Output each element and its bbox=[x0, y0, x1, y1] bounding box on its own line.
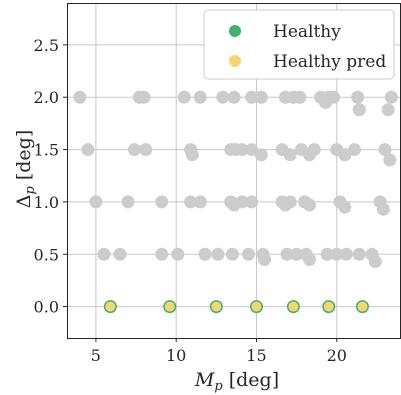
axis-ticks: 5 10 15 20 0.0 0.5 1.0 1.5 2.0 2.5 bbox=[34, 36, 347, 365]
background-point bbox=[155, 195, 169, 209]
background-point bbox=[211, 247, 225, 261]
background-point bbox=[171, 247, 185, 261]
y-tick-label: 0.0 bbox=[34, 298, 59, 317]
background-point bbox=[384, 90, 398, 104]
background-point bbox=[185, 148, 199, 162]
healthy-pred-point bbox=[323, 301, 334, 312]
background-point bbox=[347, 143, 361, 157]
background-point bbox=[245, 143, 259, 157]
background-point bbox=[339, 247, 353, 261]
data-points bbox=[73, 90, 398, 314]
background-point bbox=[198, 247, 212, 261]
background-point bbox=[184, 195, 198, 209]
background-point bbox=[352, 103, 366, 117]
background-point bbox=[338, 148, 352, 162]
background-point bbox=[381, 103, 395, 117]
background-point bbox=[113, 247, 127, 261]
background-point bbox=[290, 247, 304, 261]
background-point bbox=[193, 195, 207, 209]
background-point bbox=[302, 252, 316, 266]
y-axis-label: Δp [deg] bbox=[13, 130, 38, 209]
y-tick-label: 2.5 bbox=[34, 36, 59, 55]
background-point bbox=[245, 90, 259, 104]
y-tick-label: 0.5 bbox=[34, 245, 59, 264]
x-tick-label: 20 bbox=[327, 346, 347, 365]
legend-marker-healthy bbox=[229, 25, 241, 37]
background-point bbox=[352, 247, 366, 261]
healthy-pred-point bbox=[105, 301, 116, 312]
background-point bbox=[319, 95, 333, 109]
background-point bbox=[121, 195, 135, 209]
healthy-pred-point bbox=[288, 301, 299, 312]
background-point bbox=[97, 247, 111, 261]
background-point bbox=[139, 143, 153, 157]
y-tick-label: 2.0 bbox=[34, 88, 59, 107]
background-point bbox=[376, 202, 390, 216]
background-point bbox=[293, 90, 307, 104]
background-point bbox=[307, 143, 321, 157]
background-point bbox=[127, 143, 141, 157]
background-point bbox=[283, 195, 297, 209]
background-point bbox=[245, 195, 259, 209]
healthy-pred-point bbox=[251, 301, 262, 312]
background-point bbox=[177, 90, 191, 104]
background-point bbox=[73, 90, 87, 104]
background-point bbox=[338, 200, 352, 214]
background-point bbox=[254, 148, 268, 162]
background-point bbox=[258, 252, 272, 266]
legend-marker-healthy-pred bbox=[229, 55, 241, 67]
background-point bbox=[193, 90, 207, 104]
background-point bbox=[330, 247, 344, 261]
background-point bbox=[89, 195, 103, 209]
healthy-pred-point bbox=[164, 301, 175, 312]
background-point bbox=[235, 195, 249, 209]
background-point bbox=[225, 247, 239, 261]
healthy-pred-point bbox=[357, 301, 368, 312]
background-point bbox=[235, 143, 249, 157]
background-point bbox=[368, 255, 382, 269]
background-point bbox=[378, 143, 392, 157]
background-point bbox=[254, 90, 268, 104]
background-point bbox=[320, 247, 334, 261]
background-point bbox=[383, 153, 397, 167]
background-point bbox=[227, 90, 241, 104]
background-point bbox=[216, 90, 230, 104]
background-point bbox=[241, 247, 255, 261]
background-point bbox=[302, 198, 316, 212]
background-point bbox=[283, 148, 297, 162]
y-tick-label: 1.5 bbox=[34, 141, 59, 160]
healthy-pred-point bbox=[211, 301, 222, 312]
background-point bbox=[155, 247, 169, 261]
legend-label-healthy-pred: Healthy pred bbox=[273, 52, 386, 72]
x-tick-label: 15 bbox=[246, 346, 266, 365]
x-tick-label: 5 bbox=[91, 346, 101, 365]
y-tick-label: 1.0 bbox=[34, 193, 59, 212]
legend-box bbox=[203, 9, 395, 80]
background-point bbox=[351, 90, 365, 104]
background-point bbox=[280, 247, 294, 261]
background-point bbox=[81, 143, 95, 157]
background-point bbox=[137, 90, 151, 104]
legend: Healthy Healthy pred bbox=[203, 9, 395, 80]
x-axis-label: Mp [deg] bbox=[194, 369, 279, 394]
x-tick-label: 10 bbox=[166, 346, 186, 365]
legend-label-healthy: Healthy bbox=[273, 22, 341, 42]
